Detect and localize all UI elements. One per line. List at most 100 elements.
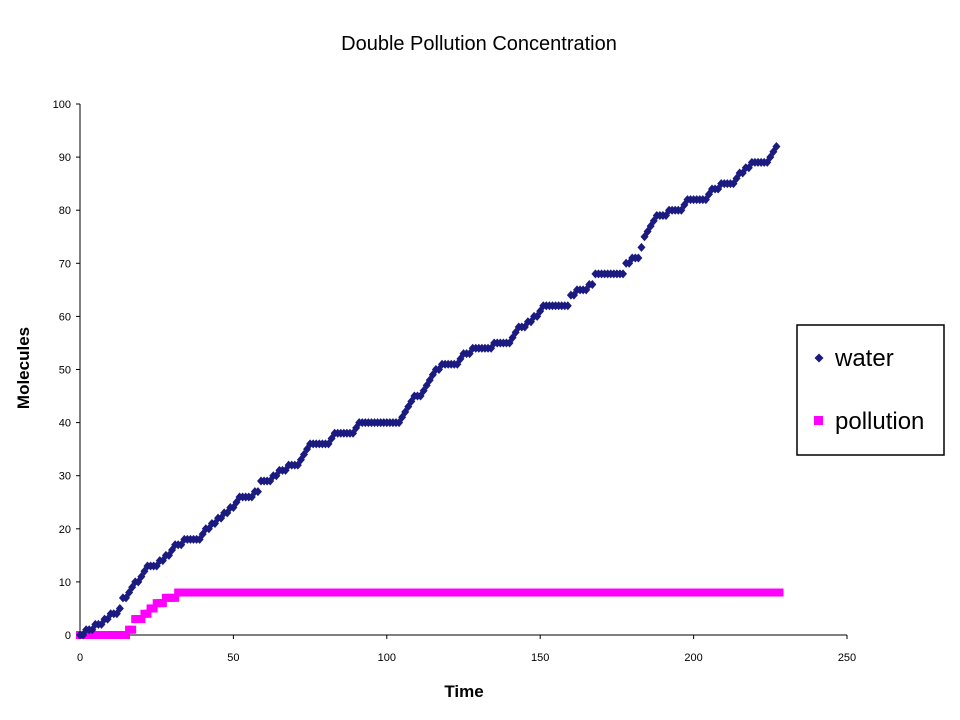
pollution-point	[652, 588, 661, 597]
pollution-point	[210, 588, 219, 597]
pollution-point	[640, 588, 649, 597]
pollution-point	[671, 588, 680, 597]
pollution-point	[364, 588, 373, 597]
pollution-point	[395, 588, 404, 597]
pollution-point	[536, 588, 545, 597]
pollution-point	[468, 588, 477, 597]
pollution-point	[272, 588, 281, 597]
pollution-point	[260, 588, 269, 597]
water-point	[588, 280, 597, 290]
pollution-point	[388, 588, 397, 597]
pollution-point	[665, 588, 674, 597]
pollution-point	[597, 588, 606, 597]
water-point	[772, 141, 781, 151]
pollution-point	[235, 588, 244, 597]
y-tick-label: 100	[53, 99, 71, 111]
pollution-point	[517, 588, 526, 597]
pollution-point	[128, 625, 137, 634]
pollution-point	[499, 588, 508, 597]
legend-pollution-marker	[814, 416, 823, 425]
x-axis-title: Time	[444, 682, 483, 701]
water-point	[634, 253, 643, 263]
pollution-point	[566, 588, 575, 597]
pollution-point	[542, 588, 551, 597]
pollution-point	[444, 588, 453, 597]
pollution-point	[591, 588, 600, 597]
pollution-point	[763, 588, 772, 597]
legend-water-label: water	[834, 345, 894, 372]
pollution-point	[585, 588, 594, 597]
pollution-point	[683, 588, 692, 597]
pollution-point	[370, 588, 379, 597]
pollution-point	[714, 588, 723, 597]
pollution-point	[573, 588, 582, 597]
pollution-point	[487, 588, 496, 597]
pollution-point	[603, 588, 612, 597]
water-point	[253, 487, 262, 497]
pollution-point	[530, 588, 539, 597]
pollution-point	[738, 588, 747, 597]
y-axis-title: Molecules	[14, 327, 33, 409]
pollution-point	[419, 588, 428, 597]
y-tick-label: 60	[59, 311, 71, 323]
pollution-point	[382, 588, 391, 597]
pollution-point	[401, 588, 410, 597]
pollution-point	[315, 588, 324, 597]
y-tick-label: 50	[59, 365, 71, 377]
pollution-point	[339, 588, 348, 597]
pollution-point	[695, 588, 704, 597]
pollution-point	[622, 588, 631, 597]
pollution-point	[143, 609, 152, 618]
pollution-point	[628, 588, 637, 597]
legend-water-marker	[814, 353, 824, 363]
pollution-point	[757, 588, 766, 597]
y-tick-label: 70	[59, 258, 71, 270]
pollution-point	[158, 599, 167, 608]
water-point	[619, 269, 628, 279]
pollution-point	[579, 588, 588, 597]
pollution-point	[192, 588, 201, 597]
pollution-point	[438, 588, 447, 597]
y-tick-label: 10	[59, 577, 71, 589]
x-tick-label: 150	[531, 652, 549, 664]
pollution-point	[358, 588, 367, 597]
pollution-point	[352, 588, 361, 597]
pollution-point	[266, 588, 275, 597]
water-series	[76, 141, 781, 640]
pollution-point	[186, 588, 195, 597]
pollution-point	[634, 588, 643, 597]
pollution-point	[554, 588, 563, 597]
pollution-point	[296, 588, 305, 597]
pollution-point	[217, 588, 226, 597]
x-tick-label: 0	[77, 652, 83, 664]
pollution-point	[493, 588, 502, 597]
pollution-point	[720, 588, 729, 597]
y-tick-label: 20	[59, 524, 71, 536]
x-tick-label: 50	[227, 652, 239, 664]
pollution-point	[511, 588, 520, 597]
pollution-point	[425, 588, 434, 597]
pollution-point	[689, 588, 698, 597]
y-tick-label: 0	[65, 630, 71, 642]
pollution-point	[407, 588, 416, 597]
axes: 0 10 20 30 40 50 60 70 80 90 100 0 50 100 150 200 250	[53, 99, 857, 664]
pollution-point	[413, 588, 422, 597]
x-tick-label: 200	[684, 652, 702, 664]
water-point	[637, 242, 646, 252]
y-tick-label: 30	[59, 471, 71, 483]
pollution-point	[321, 588, 330, 597]
pollution-point	[701, 588, 710, 597]
pollution-point	[278, 588, 287, 597]
pollution-point	[180, 588, 189, 597]
pollution-point	[376, 588, 385, 597]
pollution-point	[241, 588, 250, 597]
legend: water pollution	[796, 324, 945, 456]
chart-title: Double Pollution Concentration	[341, 33, 617, 55]
pollution-point	[480, 588, 489, 597]
pollution-point	[345, 588, 354, 597]
pollution-point	[615, 588, 624, 597]
y-tick-label: 90	[59, 152, 71, 164]
pollution-point	[658, 588, 667, 597]
pollution-point	[149, 604, 158, 613]
